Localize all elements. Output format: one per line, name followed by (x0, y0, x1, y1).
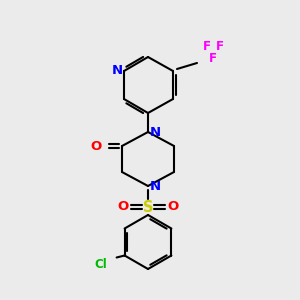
Text: O: O (117, 200, 129, 214)
Text: N: N (111, 64, 123, 77)
Text: N: N (149, 179, 161, 193)
Text: N: N (149, 125, 161, 139)
Text: F: F (216, 40, 224, 53)
Text: Cl: Cl (94, 258, 107, 271)
Text: O: O (167, 200, 178, 214)
Text: F: F (203, 40, 211, 53)
Text: O: O (90, 140, 102, 152)
Text: F: F (209, 52, 217, 65)
Text: S: S (143, 200, 153, 214)
